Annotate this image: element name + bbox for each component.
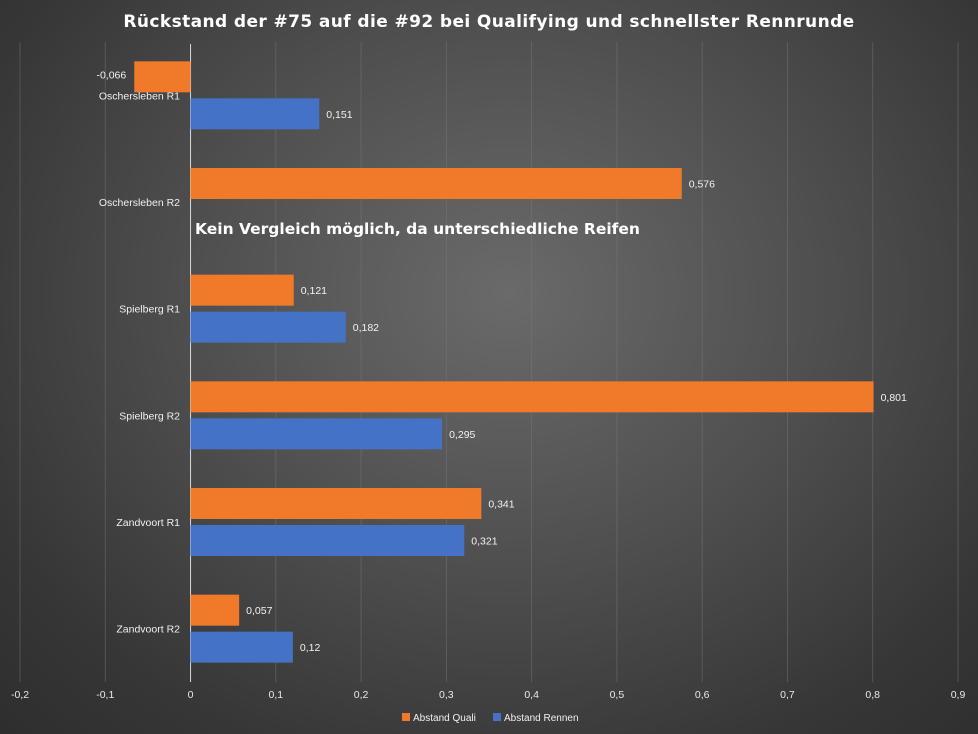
legend: Abstand Quali Abstand Rennen <box>402 713 579 724</box>
chart-title: Rückstand der #75 auf die #92 bei Qualif… <box>123 12 854 32</box>
bar-quali <box>190 381 874 413</box>
legend-label-rennen: Abstand Rennen <box>504 713 579 724</box>
x-tick-label: -0,2 <box>11 689 29 701</box>
bar-quali <box>134 61 191 93</box>
data-label: 0,12 <box>300 642 321 654</box>
annotation-note: Kein Vergleich möglich, da unterschiedli… <box>195 220 640 238</box>
x-tick-label: -0,1 <box>96 689 114 701</box>
legend-label-quali: Abstand Quali <box>413 713 476 724</box>
category-label: Spielberg R2 <box>119 410 180 422</box>
bar-rennen <box>190 98 320 130</box>
data-label: 0,182 <box>353 322 379 334</box>
bar-quali <box>190 168 682 199</box>
bar-quali <box>190 594 240 626</box>
legend-swatch-quali <box>402 713 410 721</box>
data-label: 0,576 <box>689 179 715 191</box>
x-tick-label: 0,3 <box>439 689 454 701</box>
bar-rennen <box>190 525 465 556</box>
x-tick-label: 0,9 <box>951 689 966 701</box>
bar-quali <box>190 488 482 519</box>
bar-rennen <box>190 418 443 450</box>
category-label: Oschersleben R1 <box>99 90 180 102</box>
category-label: Zandvoort R2 <box>116 624 180 636</box>
data-label: 0,801 <box>881 392 907 404</box>
category-labels: Oschersleben R1 Oschersleben R2 Spielberg … <box>99 90 180 635</box>
data-label: -0,066 <box>96 69 126 81</box>
data-label: 0,057 <box>246 605 272 617</box>
bar-rennen <box>190 311 346 343</box>
x-tick-label: 0,1 <box>269 689 284 701</box>
category-label: Zandvoort R1 <box>116 517 180 529</box>
data-label: 0,321 <box>471 536 497 548</box>
data-label: 0,121 <box>301 285 327 297</box>
x-tick-label: 0,4 <box>524 689 539 701</box>
data-label: 0,295 <box>449 429 475 441</box>
category-label: Spielberg R1 <box>119 304 180 316</box>
bar-quali <box>190 274 294 306</box>
bar-rennen <box>190 631 293 663</box>
x-tick-label: 0,6 <box>695 689 710 701</box>
gridlines <box>19 42 959 682</box>
x-tick-label: 0 <box>188 689 194 701</box>
legend-swatch-rennen <box>493 713 501 721</box>
x-tick-label: 0,8 <box>865 689 880 701</box>
x-tick-label: 0,7 <box>780 689 795 701</box>
x-tick-label: 0,5 <box>610 689 625 701</box>
category-label: Oschersleben R2 <box>99 197 180 209</box>
data-label: 0,341 <box>488 499 514 511</box>
bars: -0,066 0,151 0,576 0,121 0,182 0,801 0,295 0,34… <box>96 61 907 663</box>
x-axis-tick-labels: -0,2 -0,1 0 0,1 0,2 0,3 0,4 0,5 0,6 0,7 0,8 0,9 <box>11 689 965 701</box>
data-label: 0,151 <box>326 109 352 121</box>
x-tick-label: 0,2 <box>354 689 369 701</box>
